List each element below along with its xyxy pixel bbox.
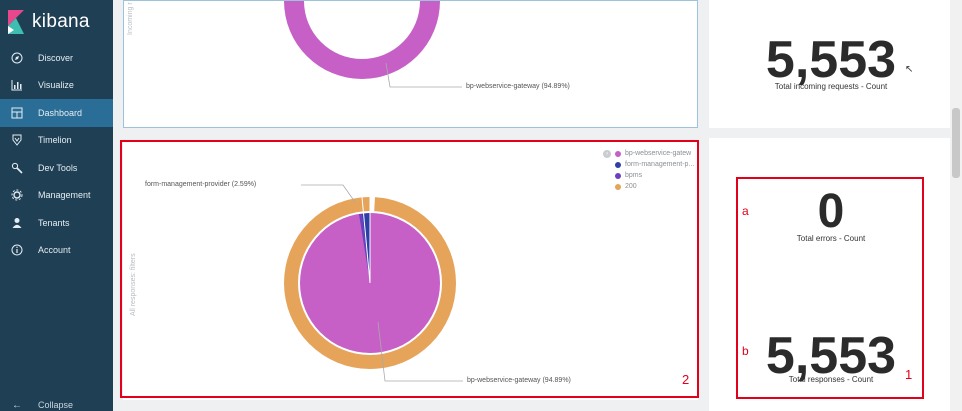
legend-item[interactable]: form-management-p... <box>603 159 694 170</box>
errors-value: 0 <box>817 185 845 238</box>
brand[interactable]: kibana <box>0 0 113 44</box>
annotation-box-1 <box>736 177 924 399</box>
callout-line-bottom <box>377 321 463 382</box>
callout-bp-webservice-gateway: bp-webservice-gateway (94.89%) <box>467 377 571 384</box>
legend-label: bpms <box>625 172 643 179</box>
legend-swatch <box>615 172 621 179</box>
brand-name: kibana <box>32 11 90 32</box>
legend-swatch <box>615 150 621 157</box>
arrow-left-icon: ← <box>12 399 22 411</box>
donut-segment-bp-webservice-gateway <box>284 1 440 79</box>
annotation-label-a: a <box>742 204 749 218</box>
info-icon <box>10 243 24 257</box>
responses-chart-panel: All responses: filters form-management-p… <box>123 140 698 400</box>
errors-label: Total errors - Count <box>796 234 866 243</box>
responses-value: 5,553 <box>765 327 897 385</box>
responses-label: Total responses - Count <box>788 375 874 384</box>
sidebar-item-visualize[interactable]: Visualize <box>0 72 113 100</box>
bar-chart-icon <box>10 78 24 92</box>
incoming-donut-chart <box>284 1 462 88</box>
sidebar-item-label: Visualize <box>38 80 74 91</box>
sidebar-item-label: Timelion <box>38 135 72 146</box>
collapse-button[interactable]: ← Collapse <box>0 395 73 411</box>
page-scrollbar[interactable] <box>950 0 962 411</box>
sidebar-item-dev-tools[interactable]: Dev Tools <box>0 154 113 182</box>
sidebar-item-label: Dev Tools <box>38 162 78 173</box>
collapse-label: Collapse <box>38 400 74 410</box>
sidebar-item-label: Management <box>38 190 91 201</box>
legend-label: bp-webservice-gatew <box>625 150 692 157</box>
sidebar-item-discover[interactable]: Discover <box>0 44 113 72</box>
annotation-label-1: 1 <box>905 367 913 382</box>
callout-line <box>385 62 462 88</box>
annotation-box-2 <box>120 140 699 398</box>
sidebar-item-tenants[interactable]: Tenants <box>0 209 113 237</box>
incoming-requests-metric-panel: 5,553 Total incoming requests - Count <box>709 0 953 128</box>
responses-metrics-panel: 0 Total errors - Count 5,553 Total respo… <box>709 138 953 411</box>
legend-item[interactable]: › bp-webservice-gatew <box>603 148 694 159</box>
sidebar-nav: Discover Visualize Dashboard Timelion De… <box>0 44 113 264</box>
responses-pie-chart <box>284 184 463 382</box>
kibana-logo-icon <box>8 10 24 34</box>
sidebar-item-label: Account <box>38 245 71 256</box>
mouse-cursor-icon: ↖ <box>905 64 914 75</box>
legend-label: form-management-p... <box>625 161 695 168</box>
callout-line-top <box>301 184 356 203</box>
chart-legend: › bp-webservice-gatew form-management-p.… <box>603 148 694 192</box>
dashboard-canvas: Incoming r bp-webservice-gateway (94.89%… <box>113 0 962 411</box>
dashboard-icon <box>10 106 24 120</box>
compass-icon <box>10 51 24 65</box>
scrollbar-thumb[interactable] <box>952 108 960 178</box>
gear-icon <box>10 188 24 202</box>
sidebar-item-dashboard[interactable]: Dashboard <box>0 99 113 127</box>
annotation-label-2: 2 <box>682 372 690 387</box>
callout-bp-webservice-gateway: bp-webservice-gateway (94.89%) <box>466 83 570 90</box>
sidebar-item-label: Discover <box>38 52 74 63</box>
sidebar-item-account[interactable]: Account <box>0 237 113 265</box>
legend-toggle-icon[interactable]: › <box>603 149 611 158</box>
legend-swatch <box>615 183 621 190</box>
sidebar-item-management[interactable]: Management <box>0 182 113 210</box>
legend-swatch <box>615 161 621 168</box>
legend-label: 200 <box>625 183 637 190</box>
pie-divider <box>361 196 371 284</box>
sidebar-item-label: Tenants <box>38 217 70 228</box>
incoming-requests-chart-panel: Incoming r bp-webservice-gateway (94.89%… <box>123 0 698 128</box>
user-icon <box>10 216 24 230</box>
callout-form-management-provider: form-management-provider (2.59%) <box>145 181 257 188</box>
wrench-icon <box>10 161 24 175</box>
legend-item[interactable]: 200 <box>603 181 694 192</box>
annotation-label-b: b <box>742 344 749 358</box>
incoming-requests-label: Total incoming requests - Count <box>774 82 888 91</box>
incoming-requests-value: 5,553 <box>765 31 897 89</box>
sidebar-item-label: Dashboard <box>38 107 83 118</box>
legend-item[interactable]: bpms <box>603 170 694 181</box>
sidebar-item-timelion[interactable]: Timelion <box>0 127 113 155</box>
pie-slice-bpms <box>359 213 370 283</box>
sidebar: kibana Discover Visualize Dashboard Time… <box>0 0 113 411</box>
timelion-icon <box>10 133 24 147</box>
